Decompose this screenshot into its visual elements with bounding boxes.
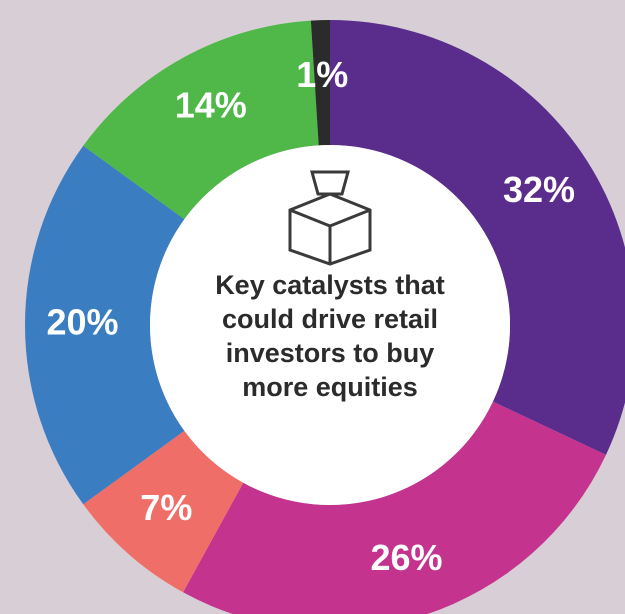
icon xyxy=(288,170,372,266)
data-label: 26% xyxy=(370,537,442,578)
pie-slice xyxy=(83,430,244,593)
data-label: 32% xyxy=(503,169,575,210)
pie-slice xyxy=(183,401,606,614)
pie-slice xyxy=(24,145,185,505)
donut-hole xyxy=(150,145,510,505)
data-label: 1% xyxy=(296,54,348,95)
data-label: 14% xyxy=(175,85,247,126)
data-label: 7% xyxy=(140,487,192,528)
pie-slice xyxy=(83,20,319,220)
data-label: 20% xyxy=(46,302,118,343)
pie-slice xyxy=(310,20,330,146)
chart-title: Key catalysts that could drive retail in… xyxy=(215,270,445,402)
pie-slice xyxy=(330,20,625,455)
